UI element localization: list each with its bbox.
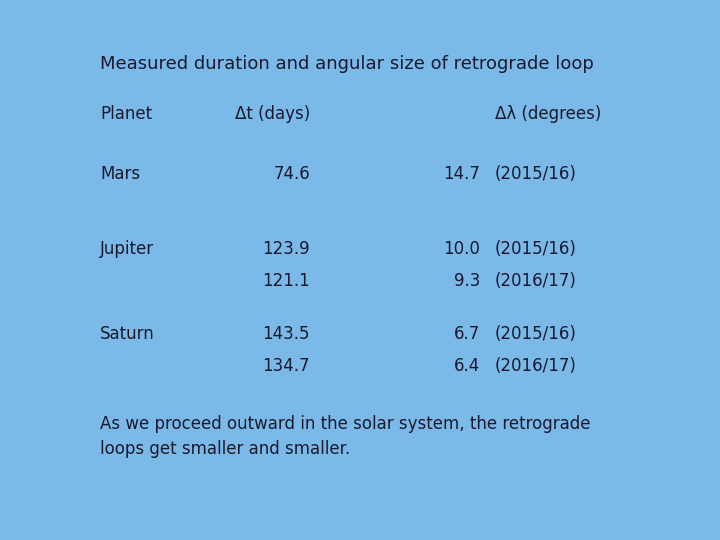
Text: (2015/16): (2015/16) bbox=[495, 325, 577, 343]
Text: (2016/17): (2016/17) bbox=[495, 272, 577, 290]
Text: 14.7: 14.7 bbox=[443, 165, 480, 183]
Text: Δλ (degrees): Δλ (degrees) bbox=[495, 105, 601, 123]
Text: (2016/17): (2016/17) bbox=[495, 357, 577, 375]
Text: (2015/16): (2015/16) bbox=[495, 240, 577, 258]
Text: 123.9: 123.9 bbox=[262, 240, 310, 258]
Text: 134.7: 134.7 bbox=[263, 357, 310, 375]
Text: Mars: Mars bbox=[100, 165, 140, 183]
Text: 6.7: 6.7 bbox=[454, 325, 480, 343]
Text: Planet: Planet bbox=[100, 105, 152, 123]
Text: Δt (days): Δt (days) bbox=[235, 105, 310, 123]
Text: Saturn: Saturn bbox=[100, 325, 155, 343]
Text: Jupiter: Jupiter bbox=[100, 240, 154, 258]
Text: 6.4: 6.4 bbox=[454, 357, 480, 375]
Text: 74.6: 74.6 bbox=[274, 165, 310, 183]
Text: 9.3: 9.3 bbox=[454, 272, 480, 290]
Text: As we proceed outward in the solar system, the retrograde
loops get smaller and : As we proceed outward in the solar syste… bbox=[100, 415, 590, 458]
Text: 121.1: 121.1 bbox=[262, 272, 310, 290]
Text: 143.5: 143.5 bbox=[263, 325, 310, 343]
Text: 10.0: 10.0 bbox=[443, 240, 480, 258]
Text: (2015/16): (2015/16) bbox=[495, 165, 577, 183]
Text: Measured duration and angular size of retrograde loop: Measured duration and angular size of re… bbox=[100, 55, 594, 73]
